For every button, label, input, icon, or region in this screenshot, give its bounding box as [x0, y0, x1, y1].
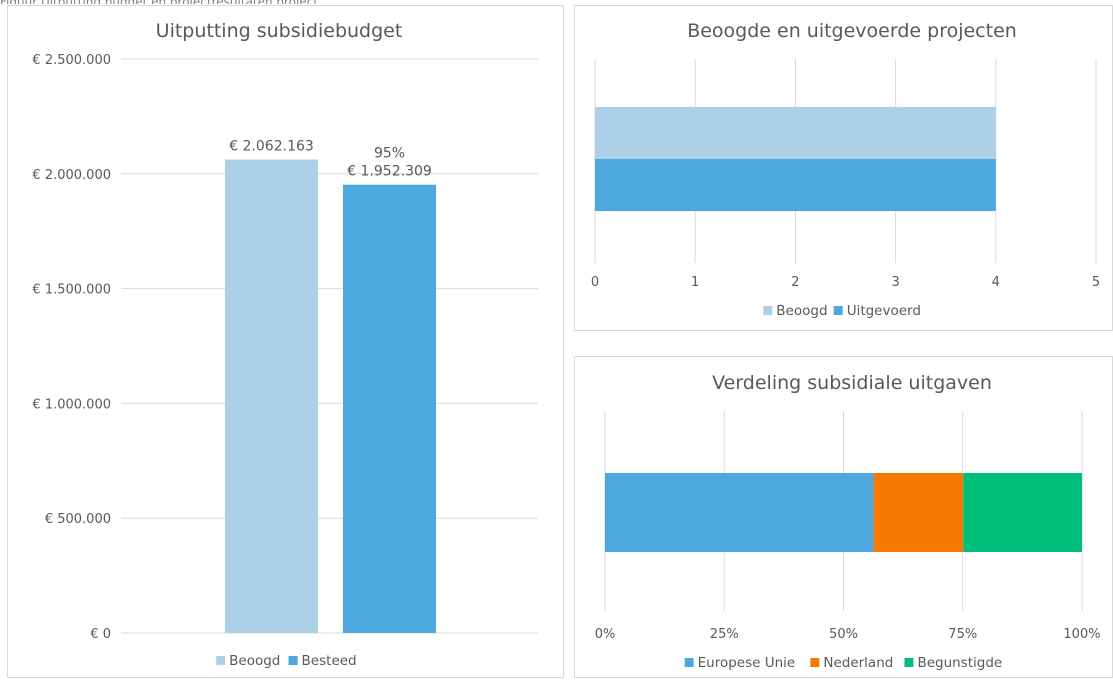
bar-uitgevoerd [595, 159, 996, 211]
projects-chart-panel: Beoogde en uitgevoerde projecten 0 1 2 3 4 5 Be… [574, 5, 1113, 331]
x-tick-label: 5 [1092, 275, 1100, 290]
legend-swatch [833, 306, 843, 315]
chart-title: Uitputting subsidiebudget [156, 20, 403, 42]
figure-caption-cropped: Figuur Uitputting budget en projectresul… [0, 0, 1113, 4]
y-tick-label: € 2.500.000 [32, 53, 111, 68]
data-label: € 2.062.163 [229, 139, 314, 155]
data-label: € 1.952.309 [347, 164, 432, 180]
legend-label: Nederland [823, 655, 893, 671]
x-tick-label: 1 [691, 275, 699, 290]
legend-swatch [684, 658, 694, 667]
y-tick-label: € 2.000.000 [32, 168, 111, 183]
x-tick-label: 100% [1063, 627, 1100, 642]
y-tick-label: € 1.000.000 [32, 397, 111, 412]
legend-label: Beoogd [776, 303, 827, 319]
y-tick-label: € 500.000 [45, 512, 111, 527]
x-tick-label: 75% [948, 627, 977, 642]
legend-swatch [904, 658, 914, 667]
expenditure-chart: Verdeling subsidiale uitgaven 0% 25% 50% 75%… [595, 372, 1101, 671]
legend-swatch [216, 656, 226, 665]
expenditure-chart-panel: Verdeling subsidiale uitgaven 0% 25% 50% 75%… [574, 356, 1113, 678]
x-tick-label: 4 [992, 275, 1000, 290]
chart-title: Verdeling subsidiale uitgaven [712, 372, 992, 394]
y-tick-label: € 0 [90, 627, 111, 642]
x-tick-label: 25% [710, 627, 739, 642]
budget-chart-panel: Uitputting subsidiebudget € 0 € 500.000 € 1… [7, 5, 564, 678]
bar-segment-nederland [873, 473, 964, 552]
x-tick-label: 50% [829, 627, 858, 642]
bar-beoogd [225, 159, 318, 633]
chart-title: Beoogde en uitgevoerde projecten [687, 20, 1017, 42]
x-tick-label: 3 [891, 275, 899, 290]
legend-label: Beoogd [229, 653, 280, 669]
y-tick-label: € 1.500.000 [32, 283, 111, 298]
legend-label: Europese Unie [698, 655, 796, 671]
bar-segment-europese-unie [605, 473, 874, 552]
legend-label: Besteed [302, 653, 357, 669]
percentage-label: 95% [374, 146, 405, 162]
x-tick-label: 2 [791, 275, 799, 290]
x-tick-label: 0 [591, 275, 599, 290]
legend-swatch [810, 658, 820, 667]
bar-segment-begunstigde [963, 473, 1082, 552]
legend-label: Begunstigde [917, 655, 1002, 671]
legend-swatch [288, 656, 298, 665]
budget-chart: Uitputting subsidiebudget € 0 € 500.000 € 1… [32, 20, 538, 669]
bar-besteed [343, 184, 436, 633]
x-tick-label: 0% [595, 627, 616, 642]
projects-chart: Beoogde en uitgevoerde projecten 0 1 2 3 4 5 Be… [591, 20, 1100, 319]
bar-beoogd [595, 107, 996, 159]
legend-swatch [763, 306, 773, 315]
legend-label: Uitgevoerd [847, 303, 921, 319]
